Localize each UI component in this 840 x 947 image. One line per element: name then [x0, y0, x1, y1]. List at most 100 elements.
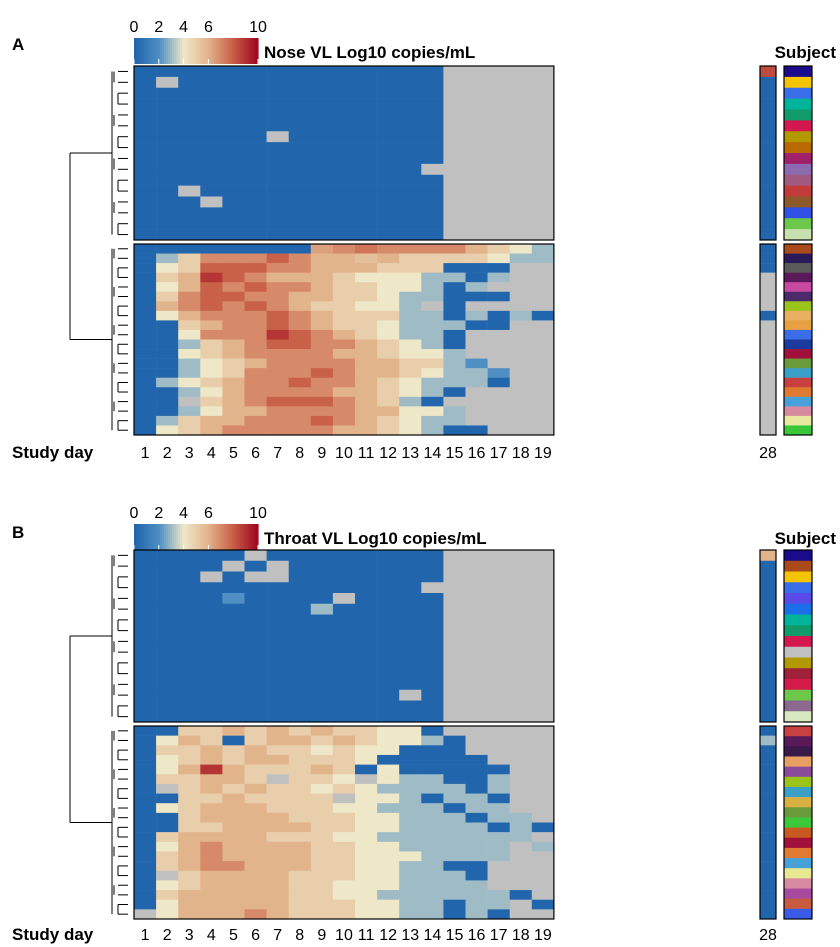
heatmap-cell: [421, 582, 444, 594]
heatmap-cell: [310, 726, 334, 736]
heatmap-cell: [443, 415, 466, 426]
heatmap-cell: [399, 668, 422, 680]
heatmap-cell: [244, 603, 267, 615]
heatmap-cell: [531, 614, 555, 626]
heatmap-cell: [355, 754, 378, 765]
heatmap-cell: [443, 425, 466, 436]
heatmap-cell: [531, 745, 555, 756]
heatmap-cell: [200, 377, 223, 388]
subject-color-swatch: [784, 593, 812, 605]
heatmap-cell: [222, 368, 245, 378]
heatmap-cell: [332, 603, 356, 615]
heatmap-cell: [399, 841, 422, 852]
heatmap-cell: [134, 700, 157, 712]
heatmap-cell: [156, 890, 179, 900]
heatmap-cell: [178, 832, 201, 843]
heatmap-cell: [134, 377, 157, 388]
heatmap-cell: [156, 87, 179, 99]
heatmap-cell: [310, 783, 334, 794]
heatmap-cell: [200, 745, 223, 756]
heatmap-cell: [760, 764, 777, 775]
heatmap-cell: [531, 899, 555, 910]
heatmap-cell: [509, 425, 533, 436]
heatmap-cell: [421, 349, 444, 359]
heatmap-cell: [443, 803, 466, 814]
legend-tick-label: 10: [249, 505, 267, 522]
heatmap-cell: [443, 909, 466, 920]
heatmap-cell: [266, 774, 289, 785]
heatmap-cell: [200, 735, 223, 746]
heatmap-cell: [156, 425, 179, 436]
heatmap-cell: [288, 301, 312, 312]
heatmap-frame-uninfected: [133, 549, 555, 723]
heatmap-cell: [355, 812, 378, 823]
heatmap-cell: [266, 406, 289, 417]
heatmap-cell: [487, 320, 510, 331]
heatmap-cell: [244, 560, 267, 572]
heatmap-cell: [377, 425, 400, 436]
heatmap-cell: [332, 185, 356, 197]
heatmap-cell: [377, 320, 400, 331]
x-tick-label: 11: [358, 445, 375, 462]
subject-color-swatch: [784, 827, 812, 839]
heatmap-cell: [531, 396, 555, 407]
heatmap-cell: [222, 783, 245, 794]
heatmap-cell: [443, 174, 466, 186]
heatmap-cell: [178, 764, 201, 775]
heatmap-cell: [244, 711, 267, 723]
heatmap-cell: [222, 66, 245, 78]
heatmap-cell: [288, 163, 312, 176]
subject-color-swatch: [784, 756, 812, 767]
heatmap-cell: [332, 329, 356, 340]
heatmap-cell: [134, 679, 157, 691]
heatmap-cell: [509, 909, 533, 920]
heatmap-cell: [200, 754, 223, 765]
heatmap-cell: [421, 98, 444, 110]
heatmap-cell: [421, 218, 444, 230]
heatmap-cell: [399, 349, 422, 359]
heatmap-cell: [310, 153, 334, 165]
heatmap-cell: [178, 272, 201, 283]
heatmap-cell: [443, 218, 466, 230]
heatmap-cell: [288, 320, 312, 331]
heatmap-cell: [222, 310, 245, 321]
heatmap-cell: [156, 636, 179, 648]
heatmap-cell: [310, 310, 334, 321]
heatmap-cell: [156, 582, 179, 594]
heatmap-cell: [244, 550, 267, 562]
heatmap-cell: [156, 571, 179, 583]
heatmap-cell: [399, 377, 422, 388]
heatmap-cell: [509, 550, 533, 562]
heatmap-cell: [509, 329, 533, 340]
heatmap-cell: [178, 774, 201, 785]
heatmap-cell: [288, 560, 312, 572]
heatmap-cell: [178, 593, 201, 605]
subject-color-swatch: [784, 368, 812, 378]
heatmap-cell: [465, 131, 488, 143]
heatmap-cell: [288, 735, 312, 746]
heatmap-cell: [156, 66, 179, 78]
subject-color-swatch: [784, 847, 812, 859]
heatmap-cell: [134, 406, 157, 417]
heatmap-cell: [399, 880, 422, 891]
heatmap-cell: [465, 244, 488, 254]
heatmap-cell: [377, 774, 400, 785]
heatmap-cell: [509, 774, 533, 785]
heatmap-cell: [266, 803, 289, 814]
heatmap-cell: [465, 803, 488, 814]
heatmap-cell: [310, 163, 334, 176]
heatmap-cell: [266, 550, 289, 562]
heatmap-cell: [531, 603, 555, 615]
heatmap-cell: [509, 783, 533, 794]
heatmap-cell: [377, 700, 400, 712]
heatmap-cell: [134, 120, 157, 132]
heatmap-cell: [332, 861, 356, 872]
heatmap-cell: [465, 593, 488, 605]
heatmap-cell: [200, 625, 223, 637]
heatmap-cell: [288, 899, 312, 910]
heatmap-cell: [134, 207, 157, 219]
heatmap-cell: [222, 646, 245, 658]
heatmap-cell: [200, 310, 223, 321]
heatmap-cell: [377, 244, 400, 254]
legend-color-step: [248, 38, 251, 64]
